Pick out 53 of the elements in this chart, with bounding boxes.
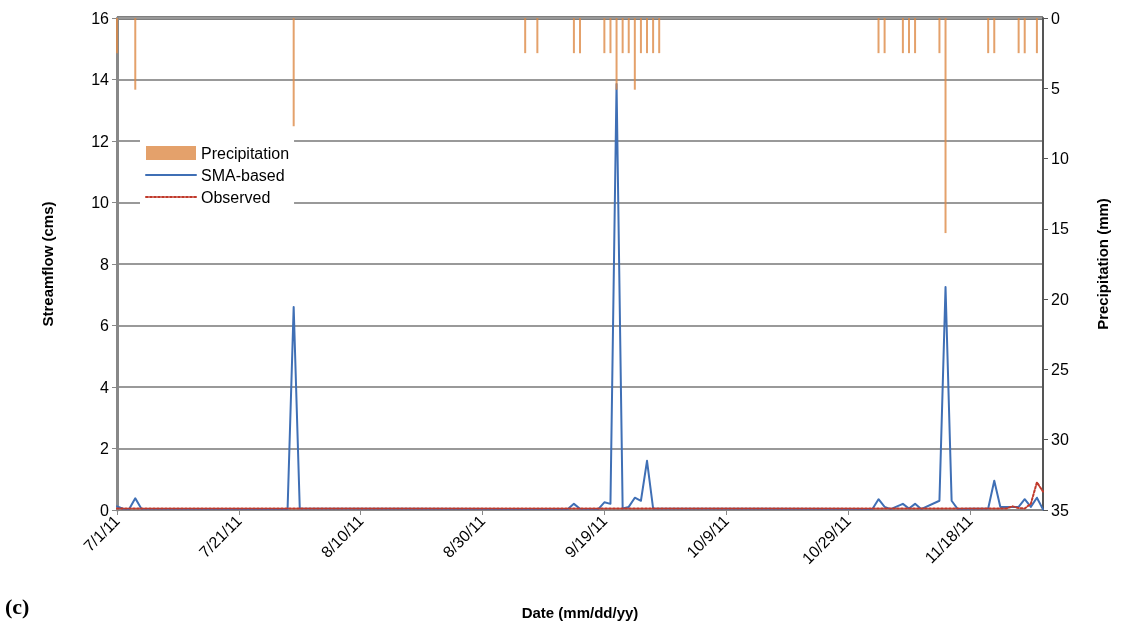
y2-tick-label: 10 (1051, 150, 1069, 168)
bar (883, 18, 886, 54)
bar (944, 18, 947, 234)
bar (1023, 18, 1026, 54)
y-tick-label: 2 (100, 440, 110, 457)
y2-tick-label: 30 (1051, 431, 1069, 449)
y-tick-label: 14 (91, 71, 110, 88)
bar (134, 18, 137, 90)
y2-tick-label: 5 (1051, 79, 1060, 97)
y-tick-label: 16 (91, 9, 110, 27)
x-axis-title: Date (mm/dd/yy) (521, 604, 639, 621)
bar (1035, 18, 1038, 54)
y2-axis-title: Precipitation (mm) (1094, 198, 1111, 330)
text: (c) (5, 593, 30, 619)
bar (579, 18, 581, 54)
bar (609, 18, 612, 54)
bar (646, 18, 649, 54)
legend-label: Precipitation (201, 144, 290, 162)
bar (658, 18, 661, 54)
bar (639, 18, 642, 54)
bar (652, 18, 655, 54)
y2-tick-label: 25 (1051, 360, 1069, 378)
legend-label: Observed (201, 188, 271, 206)
bar (633, 18, 636, 90)
y2-tick-label: 0 (1051, 9, 1060, 27)
bar (938, 18, 941, 54)
legend-label: SMA-based (201, 166, 285, 184)
bar (1017, 18, 1020, 54)
bar (536, 18, 539, 54)
bar (987, 18, 990, 54)
bar (615, 18, 618, 90)
bar (116, 18, 118, 54)
y2-tick-label: 15 (1051, 220, 1069, 238)
bar (993, 18, 996, 54)
y-axis-title: Streamflow (cms) (39, 201, 56, 327)
y-tick-label: 4 (100, 378, 110, 396)
y-tick-label: 8 (100, 255, 110, 273)
bar (603, 18, 606, 54)
y-tick-label: 6 (100, 317, 110, 334)
bar (877, 18, 880, 54)
bar (907, 18, 910, 54)
bar (901, 18, 904, 54)
bar (621, 18, 624, 54)
bar (292, 18, 295, 127)
y2-tick-label: 20 (1051, 290, 1069, 308)
bar (524, 18, 527, 54)
bar (572, 18, 575, 54)
bar (627, 18, 630, 54)
y-tick-label: 0 (100, 501, 110, 519)
bar (914, 18, 917, 54)
y-tick-label: 10 (91, 194, 110, 211)
y-tick-label: 12 (91, 132, 110, 150)
y2-tick-label: 35 (1051, 501, 1069, 519)
